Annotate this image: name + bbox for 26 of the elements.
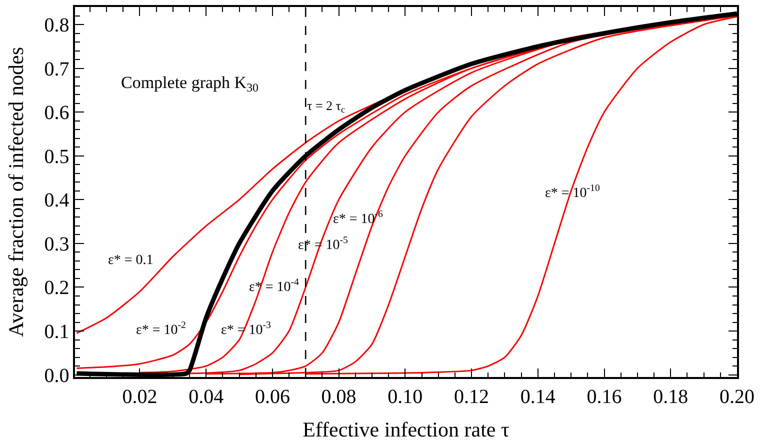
x-tick-label: 0.06	[254, 386, 290, 408]
y-tick-label: 0.4	[44, 190, 70, 212]
y-tick-label: 0.5	[44, 146, 70, 168]
annotation: ε* = 10$^{-10}$	[545, 183, 600, 201]
x-tick-label: 0.14	[520, 386, 556, 408]
annotation: τ = 2 τ$_{c}$	[307, 98, 346, 115]
annotation: Complete graph K$_{30}$	[121, 73, 259, 95]
y-tick-label: 0.6	[44, 102, 70, 124]
x-tick-label: 0.18	[653, 386, 688, 408]
y-tick-label: 0.3	[44, 233, 70, 256]
annotation: ε* = 10$^{-2}$	[136, 320, 186, 338]
annotation: ε* = 0.1	[108, 253, 154, 268]
y-tick-label: 0.1	[44, 321, 70, 344]
x-tick-label: 0.16	[586, 386, 622, 408]
x-axis-title: Effective infection rate τ	[302, 417, 510, 442]
x-tick-label: 0.08	[321, 386, 356, 408]
x-tick-label: 0.12	[454, 386, 490, 408]
x-tick-label: 0.10	[388, 386, 423, 408]
y-tick-label: 0.2	[44, 277, 70, 300]
x-tick-label: 0.04	[188, 386, 224, 408]
y-tick-label: 0.7	[44, 58, 70, 80]
y-tick-label: 0.8	[44, 14, 70, 37]
y-tick-label: 0.0	[44, 364, 70, 387]
x-tick-label: 0.20	[720, 386, 754, 408]
x-tick-label: 0.02	[122, 386, 158, 408]
y-axis-title: Average fraction of infected nodes	[4, 47, 28, 337]
